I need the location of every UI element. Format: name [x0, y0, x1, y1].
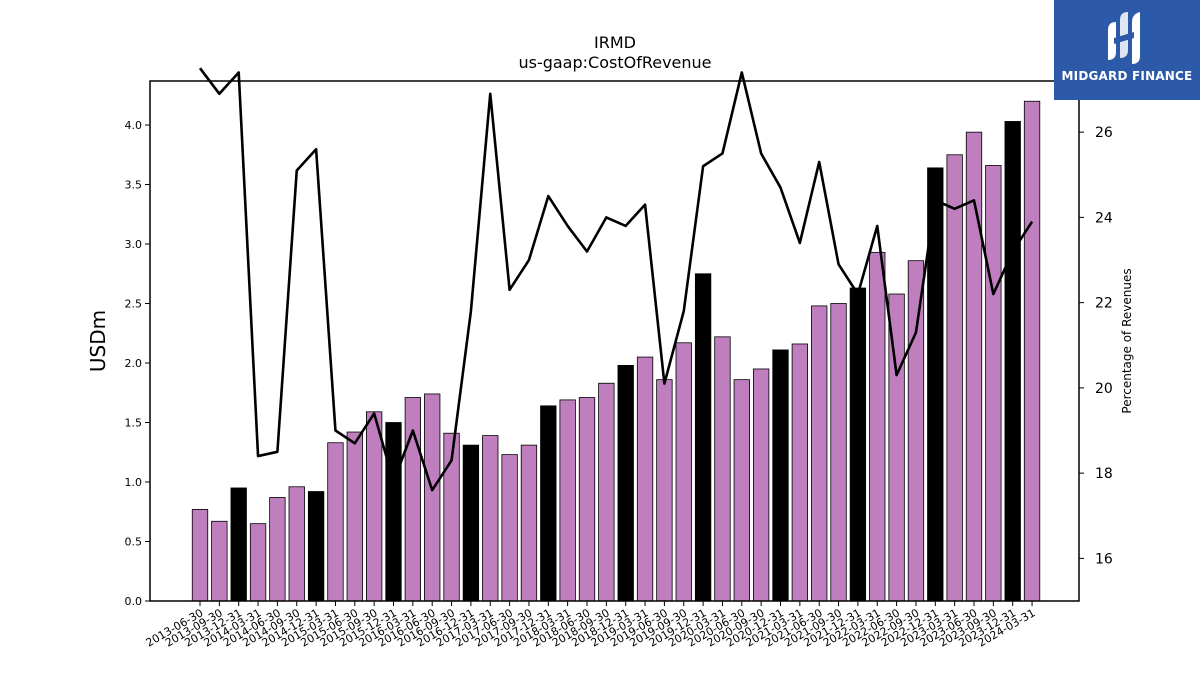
y2-tick-label: 18 — [1095, 466, 1113, 482]
bar — [849, 287, 867, 602]
y-tick-label: 3.5 — [125, 179, 143, 192]
bar — [811, 305, 828, 602]
bar — [636, 356, 654, 602]
bar — [482, 435, 499, 602]
y2-tick-label: 24 — [1095, 210, 1113, 226]
bar — [365, 411, 383, 602]
bar — [791, 343, 808, 602]
y-tick-label: 2.5 — [125, 298, 143, 311]
logo-text: MIDGARD FINANCE — [1061, 69, 1193, 83]
line-group — [198, 67, 1034, 492]
midgard-logo-icon — [1108, 12, 1140, 64]
bar — [191, 508, 209, 602]
y2-axis-label: Percentage of Revenues — [1120, 268, 1134, 413]
bar — [985, 165, 1002, 602]
y-axis-left: 0.0 0.5 1.0 1.5 2.0 2.5 3.0 3.5 4.0 — [125, 119, 150, 608]
percentage-line — [198, 67, 1034, 492]
bar — [424, 393, 441, 602]
bar — [385, 422, 402, 602]
bar — [907, 260, 925, 602]
bar — [617, 364, 634, 602]
y2-tick-label: 26 — [1095, 125, 1113, 141]
plot-frame — [149, 80, 1080, 602]
bar — [540, 405, 557, 602]
y-tick-label: 1.5 — [125, 417, 143, 430]
bar — [830, 303, 847, 602]
bar — [733, 379, 750, 602]
bar — [520, 444, 538, 602]
bar — [946, 154, 963, 602]
y-tick-label: 2.0 — [125, 357, 143, 370]
y-tick-label: 1.0 — [125, 476, 143, 489]
bar — [346, 431, 363, 602]
bar — [211, 520, 228, 602]
bar — [501, 454, 518, 602]
y2-tick-label: 22 — [1095, 296, 1113, 312]
bar — [714, 336, 731, 602]
bar — [753, 368, 770, 602]
bar — [656, 379, 673, 602]
bars-group — [191, 100, 1041, 602]
bar — [462, 444, 480, 602]
bar — [404, 397, 422, 602]
bar — [869, 251, 886, 602]
bar — [675, 342, 692, 602]
y2-tick-label: 20 — [1095, 381, 1113, 397]
midgard-finance-logo: MIDGARD FINANCE — [1054, 0, 1200, 100]
bar — [559, 399, 576, 602]
bar — [249, 523, 267, 602]
y-tick-label: 0.5 — [125, 536, 143, 549]
bar — [578, 397, 596, 602]
bar — [1004, 121, 1021, 602]
y-tick-label: 0.0 — [125, 595, 143, 608]
y-tick-label: 3.0 — [125, 238, 143, 251]
bar — [230, 487, 247, 602]
chart-title: IRMD — [594, 33, 636, 52]
bar — [288, 486, 305, 602]
bar — [694, 273, 712, 602]
bar — [1023, 100, 1041, 602]
y-axis-right: 16 18 20 22 24 26 — [1079, 125, 1113, 567]
chart-subtitle: us-gaap:CostOfRevenue — [518, 53, 711, 72]
y2-tick-label: 16 — [1095, 551, 1113, 567]
y-tick-label: 4.0 — [125, 119, 143, 132]
bar — [327, 442, 344, 602]
bar — [772, 349, 789, 602]
x-axis: 2013-06-302013-09-302013-12-312014-03-31… — [144, 601, 1038, 650]
y-axis-label: USDm — [86, 310, 110, 372]
bar — [307, 491, 325, 602]
bar — [598, 382, 615, 602]
bar — [269, 497, 286, 602]
